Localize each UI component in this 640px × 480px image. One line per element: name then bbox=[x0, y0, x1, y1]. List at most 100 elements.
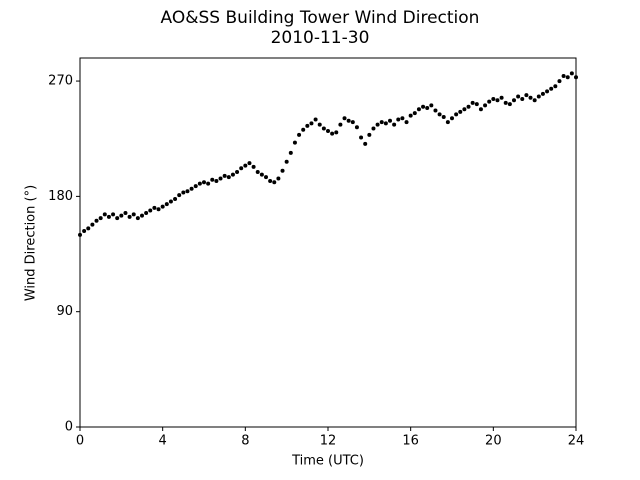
x-tick-label: 4 bbox=[159, 434, 167, 449]
data-point bbox=[367, 132, 372, 137]
data-point bbox=[458, 109, 463, 114]
data-point bbox=[160, 204, 165, 209]
data-point bbox=[144, 211, 149, 216]
y-tick-label: 270 bbox=[48, 74, 73, 89]
data-point bbox=[412, 111, 417, 116]
data-point bbox=[309, 121, 314, 126]
data-point bbox=[305, 123, 310, 128]
data-point bbox=[313, 117, 318, 122]
data-point bbox=[561, 73, 566, 78]
data-point bbox=[239, 166, 244, 171]
data-point bbox=[524, 93, 529, 98]
data-point bbox=[359, 135, 364, 140]
data-point bbox=[168, 199, 173, 204]
data-point bbox=[111, 212, 116, 217]
data-point bbox=[388, 118, 392, 123]
data-point bbox=[565, 75, 570, 80]
data-point bbox=[321, 126, 326, 131]
data-point bbox=[276, 176, 281, 181]
data-point bbox=[288, 150, 293, 155]
data-point bbox=[495, 98, 500, 103]
data-point bbox=[264, 175, 268, 180]
data-point bbox=[528, 95, 533, 100]
x-tick-label: 20 bbox=[485, 434, 502, 449]
data-point bbox=[408, 113, 413, 118]
x-tick-label: 0 bbox=[76, 434, 84, 449]
data-point bbox=[536, 94, 541, 99]
data-point bbox=[379, 120, 384, 125]
data-point bbox=[516, 94, 521, 99]
data-point bbox=[90, 222, 95, 227]
data-point bbox=[507, 102, 512, 107]
data-point bbox=[383, 121, 388, 126]
y-tick-label: 180 bbox=[48, 189, 73, 204]
data-point bbox=[445, 120, 450, 125]
data-point bbox=[553, 84, 558, 89]
data-point bbox=[574, 75, 578, 80]
data-point bbox=[255, 170, 260, 175]
data-point bbox=[470, 100, 475, 105]
data-point bbox=[334, 130, 339, 135]
data-point bbox=[437, 112, 442, 117]
data-point bbox=[499, 95, 504, 100]
data-point bbox=[297, 132, 302, 137]
data-point bbox=[545, 89, 550, 94]
data-point bbox=[226, 175, 231, 180]
data-point bbox=[251, 164, 256, 169]
data-point bbox=[284, 159, 289, 164]
y-tick-label: 90 bbox=[56, 304, 73, 319]
data-point bbox=[330, 131, 335, 136]
data-point bbox=[115, 216, 120, 221]
data-point bbox=[421, 104, 426, 109]
data-point bbox=[404, 120, 409, 125]
data-point bbox=[235, 170, 240, 175]
data-point bbox=[429, 103, 434, 108]
data-point bbox=[102, 212, 107, 217]
data-point bbox=[152, 205, 157, 210]
data-point bbox=[230, 172, 235, 177]
plot-frame bbox=[79, 57, 577, 428]
data-point bbox=[119, 213, 124, 218]
data-point bbox=[512, 98, 516, 103]
data-point bbox=[181, 190, 186, 195]
data-point bbox=[94, 218, 99, 223]
data-point bbox=[173, 196, 178, 201]
data-point bbox=[462, 107, 467, 112]
data-point bbox=[350, 120, 355, 125]
data-point bbox=[354, 125, 359, 130]
data-point bbox=[454, 112, 459, 117]
data-point bbox=[557, 79, 562, 84]
data-point bbox=[425, 105, 430, 110]
data-point bbox=[491, 97, 496, 101]
data-point bbox=[466, 104, 471, 109]
data-point bbox=[222, 173, 227, 178]
data-point bbox=[135, 216, 140, 221]
data-point bbox=[78, 232, 82, 237]
data-point bbox=[206, 181, 211, 186]
data-point bbox=[156, 207, 161, 212]
y-tick-label: 0 bbox=[65, 420, 73, 435]
data-point bbox=[185, 189, 190, 194]
chart-title: AO&SS Building Tower Wind Direction bbox=[161, 8, 480, 28]
data-point bbox=[396, 117, 401, 122]
data-point bbox=[193, 184, 198, 189]
data-point bbox=[317, 122, 322, 127]
data-point bbox=[342, 116, 347, 121]
data-point bbox=[218, 176, 223, 181]
data-point bbox=[478, 107, 483, 112]
data-point bbox=[210, 177, 215, 182]
data-point bbox=[569, 71, 574, 76]
data-point bbox=[363, 141, 368, 146]
data-point bbox=[392, 122, 397, 127]
data-point bbox=[450, 116, 454, 121]
data-point bbox=[483, 103, 488, 108]
data-point bbox=[549, 86, 554, 91]
data-point bbox=[280, 168, 285, 173]
data-point bbox=[292, 140, 297, 145]
data-point bbox=[268, 179, 273, 183]
data-point bbox=[346, 118, 351, 123]
data-point bbox=[123, 211, 128, 216]
data-point bbox=[400, 116, 405, 121]
data-point bbox=[503, 100, 508, 105]
